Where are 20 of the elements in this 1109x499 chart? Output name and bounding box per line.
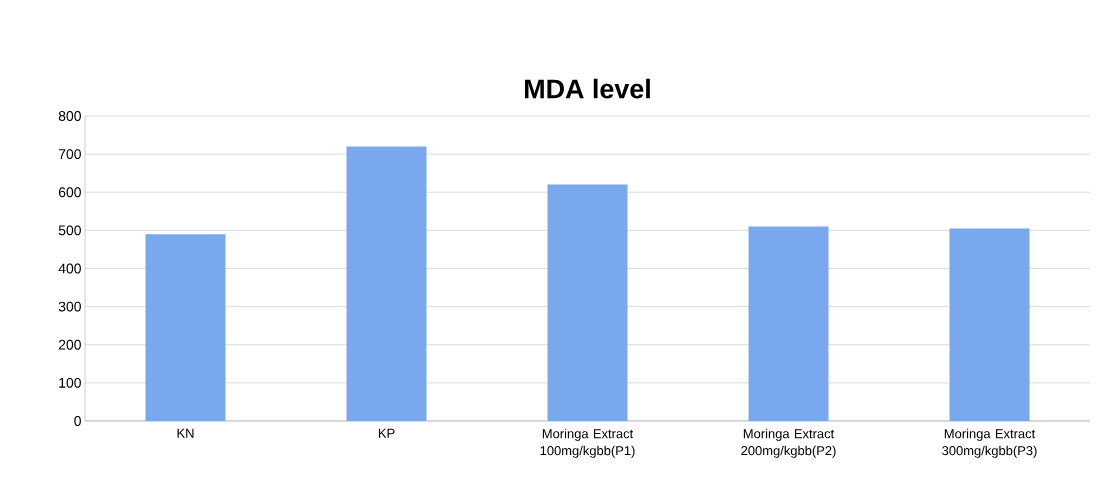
y-tick-label: 500	[58, 225, 81, 236]
bar	[949, 228, 1030, 421]
x-tick-label: KP	[378, 428, 395, 438]
y-tick-label: 700	[58, 149, 81, 160]
chart-title: MDA level	[525, 78, 650, 99]
x-tick-label: Moringa Extract 300mg/kgbb(P3)	[942, 428, 1037, 458]
x-tick-label: KN	[177, 428, 194, 438]
y-tick-label: 600	[58, 187, 81, 198]
y-tick-label: 400	[58, 263, 81, 274]
bar	[748, 226, 829, 421]
bar	[547, 184, 628, 421]
x-tick-label: Moringa Extract 100mg/kgbb(P1)	[540, 428, 635, 458]
y-tick-label: 300	[58, 301, 81, 312]
bar	[346, 146, 427, 421]
y-tick-label: 800	[58, 111, 81, 121]
x-tick-label: Moringa Extract 200mg/kgbb(P2)	[741, 428, 836, 458]
y-tick-label: 200	[58, 339, 81, 350]
bar	[145, 234, 226, 421]
y-tick-label: 0	[74, 416, 81, 426]
y-tick-label: 100	[59, 377, 81, 388]
